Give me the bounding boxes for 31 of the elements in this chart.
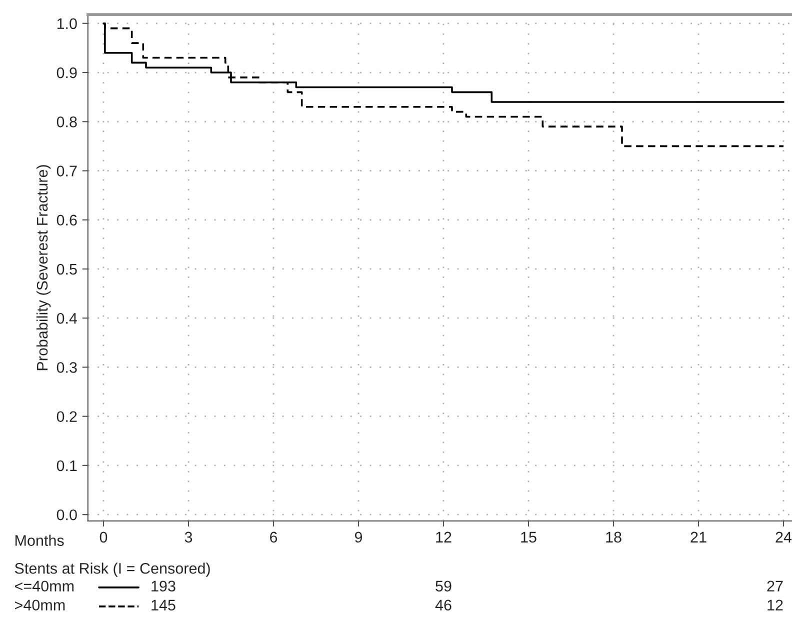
x-tick-label: 0 [100,532,108,543]
x-tick-label: 9 [354,532,362,543]
x-tick-label: 15 [521,532,536,543]
text: 193 [152,580,176,592]
y-axis-title: Probability (Severest Fracture) [36,165,51,370]
text: 46 [435,600,452,611]
legend-label: <=40mm [15,580,74,592]
x-tick-label: 3 [184,532,192,543]
x-tick-label: 24 [776,532,792,542]
text: 12 [768,600,783,610]
x-tick-label: 12 [436,532,452,542]
x-tick-label: 6 [270,532,278,543]
y-tick-label: 0.3 [56,362,77,373]
y-tick-label: 0.1 [56,460,77,472]
text: 145 [152,600,176,611]
y-tick-label: 0.9 [56,67,77,78]
y-tick-label: 0.2 [56,411,77,422]
text: Stents at Risk (I = Censored) [14,562,210,577]
y-tick-label: 0.4 [56,312,78,324]
text: 59 [436,580,452,592]
y-tick-label: 0.7 [56,166,77,176]
y-tick-label: 0.0 [56,509,77,520]
y-tick-label: 0.6 [56,214,77,226]
text: 27 [767,580,783,592]
y-tick-label: 1.0 [57,18,77,30]
x-axis-title: Months [16,534,64,546]
x-tick-label: 21 [690,532,706,542]
y-tick-label: 0.5 [56,264,77,275]
x-tick-label: 18 [606,532,622,543]
legend-label: >40mm [15,600,65,611]
y-tick-label: 0.8 [56,116,77,128]
